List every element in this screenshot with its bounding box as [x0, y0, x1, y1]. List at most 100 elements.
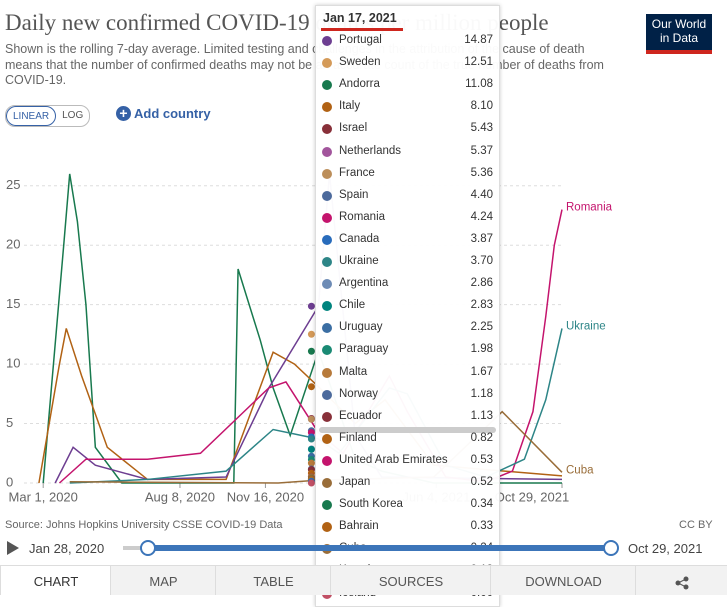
timeline-end: Oct 29, 2021 — [628, 541, 703, 556]
tooltip-value: 0.53 — [470, 453, 493, 466]
y-tick-label: 10 — [6, 356, 20, 371]
x-tick-label: Oct 29, 2021 — [495, 489, 569, 504]
tooltip-value: 5.43 — [470, 122, 493, 135]
tooltip-value: 1.67 — [470, 365, 493, 378]
legend-dot — [322, 389, 332, 400]
legend-dot — [322, 433, 332, 444]
tooltip-value: 11.08 — [465, 78, 493, 91]
legend-dot — [322, 212, 332, 223]
tooltip-row: Sweden 12.51 — [316, 55, 499, 71]
x-tick-label: Aug 8, 2020 — [145, 489, 215, 504]
tooltip-name: Norway — [339, 387, 378, 400]
slider-range — [148, 545, 611, 551]
hover-point — [307, 330, 315, 338]
tooltip-name: Portugal — [339, 34, 382, 46]
tooltip-value: 5.36 — [470, 166, 493, 179]
tooltip-name: Ukraine — [339, 255, 379, 267]
tab[interactable]: TABLE — [215, 566, 331, 595]
tooltip-row: Romania 4.24 — [316, 210, 499, 226]
tooltip-row: Norway 1.18 — [316, 387, 499, 403]
x-tick-label: Nov 16, 2020 — [227, 489, 304, 504]
tooltip-value: 0.52 — [470, 476, 493, 488]
timeline — [7, 540, 619, 556]
tooltip: Jan 17, 2021 Portugal 14.87 Sweden 12.51 And… — [315, 5, 500, 607]
subtitle: Shown is the rolling 7-day average. Limi… — [5, 42, 604, 87]
hover-point — [307, 435, 315, 443]
tooltip-value: 5.37 — [470, 144, 493, 157]
tooltip-name: Malta — [339, 365, 368, 378]
tooltip-name: France — [339, 166, 375, 179]
play-button[interactable] — [7, 541, 19, 555]
tooltip-row: Paraguay 1.98 — [316, 342, 499, 358]
tooltip-value: 3.70 — [470, 255, 493, 267]
legend-dot — [322, 190, 332, 201]
tab[interactable]: DOWNLOAD — [490, 566, 636, 595]
add-country-label: Add country — [134, 106, 211, 121]
tooltip-value: 1.13 — [470, 409, 493, 422]
tooltip-row: South Korea 0.34 — [316, 497, 499, 513]
tooltip-row: Israel 5.43 — [316, 121, 499, 137]
tab[interactable]: SOURCES — [330, 566, 491, 595]
tab-bar: CHART MAP TABLE SOURCES DOWNLOAD — [0, 565, 727, 595]
y-tick-label: 25 — [6, 177, 20, 192]
hover-point — [307, 383, 315, 391]
add-country[interactable]: + Add country — [116, 106, 211, 121]
linear-button[interactable]: LINEAR — [6, 106, 57, 126]
slider-handle[interactable] — [140, 540, 156, 556]
source: Source: Johns Hopkins University CSSE CO… — [5, 519, 283, 531]
scroll-indicator — [319, 426, 496, 433]
tooltip-value: 2.25 — [470, 321, 493, 334]
tooltip-row: United Arab Emirates 0.53 — [316, 453, 499, 469]
tab[interactable]: CHART — [0, 566, 111, 595]
tooltip-value: 2.86 — [470, 277, 493, 290]
legend-dot — [322, 146, 332, 157]
tooltip-name: Israel — [339, 122, 368, 135]
tooltip-row: Chile 2.83 — [316, 298, 499, 314]
tooltip-name: Ecuador — [339, 409, 382, 422]
tooltip-row: Spain 4.40 — [316, 188, 499, 204]
plus-icon: + — [116, 106, 131, 121]
tooltip-value: 14.87 — [464, 34, 493, 46]
tooltip-row: Netherlands 5.37 — [316, 144, 499, 160]
legend-dot — [322, 234, 332, 245]
logo[interactable]: Our World in Data — [646, 14, 712, 54]
tooltip-row: Japan 0.52 — [316, 475, 499, 491]
hover-point — [307, 302, 315, 310]
tooltip-value: 1.98 — [470, 343, 493, 356]
log-button[interactable]: LOG — [62, 110, 84, 121]
x-tick-label: Mar 1, 2020 — [9, 489, 78, 504]
hover-point — [307, 445, 315, 453]
tooltip-value: 0.82 — [470, 431, 493, 444]
tooltip-value: 12.51 — [464, 56, 493, 69]
tooltip-row: Argentina 2.86 — [316, 276, 499, 292]
hover-point — [307, 459, 315, 467]
tooltip-row: Andorra 11.08 — [316, 77, 499, 93]
tooltip-name: Paraguay — [339, 343, 389, 356]
legend-dot — [322, 58, 332, 69]
tab[interactable]: MAP — [110, 566, 216, 595]
legend-dot — [322, 367, 332, 378]
hover-point — [307, 347, 315, 355]
series-label: Romania — [566, 202, 613, 214]
legend-dot — [322, 323, 332, 334]
tooltip-row: Italy 8.10 — [316, 99, 499, 115]
legend-dot — [322, 301, 332, 312]
slider-handle[interactable] — [603, 540, 619, 556]
tooltip-name: United Arab Emirates — [339, 453, 448, 466]
tooltip-date: Jan 17, 2021 — [323, 11, 397, 25]
timeline-start: Jan 28, 2020 — [29, 541, 105, 556]
tooltip-name: Spain — [339, 188, 369, 201]
share-button[interactable] — [635, 566, 727, 595]
tooltip-name: Uruguay — [339, 321, 383, 334]
tooltip-name: Japan — [339, 476, 371, 488]
legend-dot — [322, 279, 332, 290]
tooltip-name: Chile — [339, 299, 366, 312]
tooltip-value: 1.18 — [470, 387, 493, 400]
tooltip-value: 8.10 — [470, 100, 493, 113]
legend-dot — [322, 411, 332, 422]
series-label: Cuba — [566, 464, 594, 476]
tooltip-name: Italy — [339, 100, 361, 113]
tooltip-value: 4.40 — [470, 188, 493, 201]
legend-dot — [322, 478, 332, 488]
tooltip-value: 0.33 — [470, 520, 493, 533]
